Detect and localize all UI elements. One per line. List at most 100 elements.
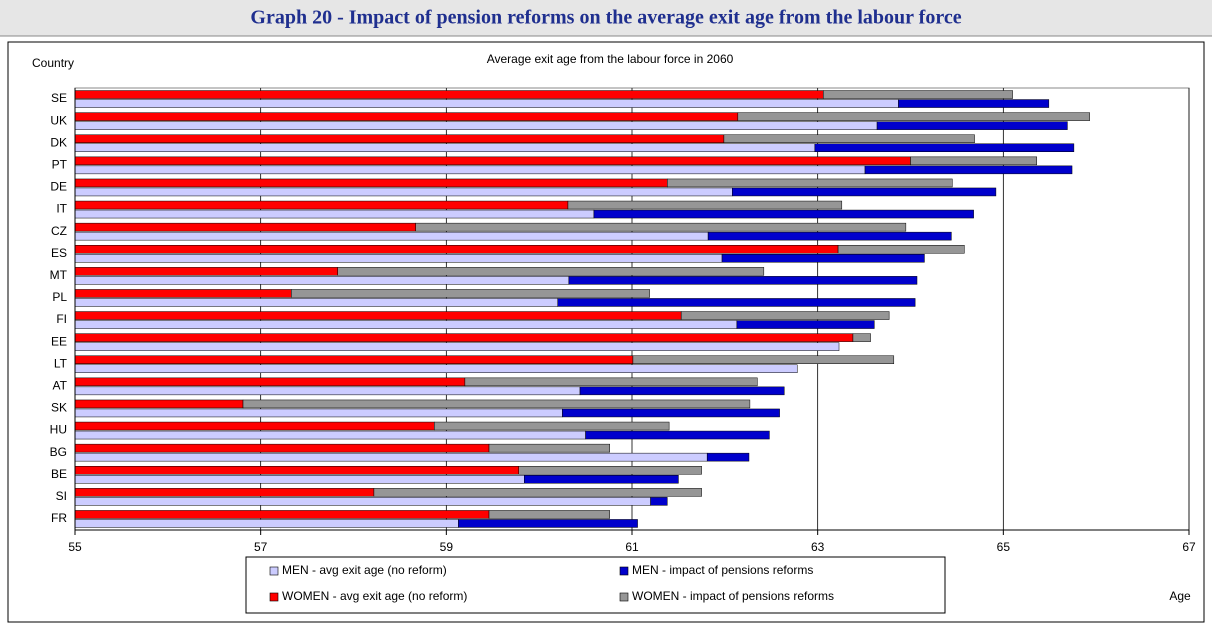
x-tick-label: 57 <box>254 540 268 554</box>
chart-frame <box>7 41 1205 623</box>
bar-segment <box>910 156 1038 166</box>
bar-segment <box>74 209 595 219</box>
y-tick-label: IT <box>56 202 67 216</box>
bar-segment <box>814 143 1075 152</box>
bar-segment <box>524 475 679 484</box>
bar-segment <box>74 276 570 285</box>
bar-segment <box>74 200 569 210</box>
bar-segment <box>74 342 840 351</box>
bar-segment <box>707 231 952 241</box>
bar-segment <box>337 267 765 276</box>
y-tick-label: PT <box>52 158 68 172</box>
y-tick-label: BE <box>51 467 67 481</box>
bar-segment <box>680 311 890 320</box>
bar-segment <box>74 289 292 298</box>
x-tick-label: 63 <box>811 540 825 554</box>
y-tick-label: SE <box>51 91 67 105</box>
bar-segment <box>74 364 798 373</box>
y-tick-label: AT <box>53 379 68 393</box>
bar-segment <box>864 165 1073 175</box>
y-tick-label: FI <box>56 312 67 326</box>
legend-label: WOMEN - impact of pensions reforms <box>632 589 834 603</box>
bar-segment <box>822 90 1013 99</box>
y-tick-label: EE <box>51 334 67 348</box>
bar-segment <box>74 386 581 396</box>
legend-swatch <box>269 566 279 576</box>
legend-swatch <box>269 592 279 602</box>
bar-segment <box>557 298 916 307</box>
bar-segment <box>732 187 997 197</box>
y-tick-label: DE <box>50 180 67 194</box>
bar-segment <box>74 443 490 453</box>
legend-label: MEN - avg exit age (no reform) <box>282 563 447 577</box>
x-tick-label: 59 <box>440 540 454 554</box>
legend-swatch <box>619 592 629 602</box>
bar-segment <box>518 466 702 475</box>
bar-segment <box>74 311 682 320</box>
y-tick-label: CZ <box>51 224 67 238</box>
y-tick-label: SK <box>51 401 67 415</box>
bar-segment <box>74 452 708 462</box>
y-tick-label: MT <box>50 268 68 282</box>
y-tick-label: DK <box>50 135 67 149</box>
y-tick-label: LT <box>54 356 68 370</box>
y-tick-label: FR <box>51 511 67 525</box>
bar-segment <box>74 475 525 484</box>
bar-segment <box>74 165 866 175</box>
x-axis-label: Age <box>1169 589 1191 603</box>
bar-segment <box>74 143 816 152</box>
bar-segment <box>74 267 338 276</box>
bar-segment <box>74 497 651 506</box>
bar-segment <box>74 222 416 232</box>
bar-segment <box>458 519 638 528</box>
bar-segment <box>632 355 895 364</box>
bar-segment <box>667 178 953 188</box>
y-tick-label: BG <box>50 445 67 459</box>
legend-label: MEN - impact of pensions reforms <box>632 563 813 577</box>
bar-segment <box>291 289 650 298</box>
bar-segment <box>242 399 751 409</box>
y-tick-label: HU <box>50 423 67 437</box>
bar-segment <box>464 377 758 387</box>
bar-segment <box>488 443 610 453</box>
bar-segment <box>567 200 843 210</box>
x-tick-label: 65 <box>997 540 1011 554</box>
bar-segment <box>74 90 824 99</box>
bar-segment <box>74 377 466 387</box>
bar-segment <box>74 488 375 497</box>
bar-segment <box>74 187 733 197</box>
bar-segment <box>74 231 709 241</box>
bar-segment <box>579 386 785 396</box>
x-tick-label: 61 <box>625 540 639 554</box>
bar-segment <box>74 320 738 329</box>
bar-segment <box>650 497 668 506</box>
bar-segment <box>74 510 490 519</box>
bar-segment <box>74 399 244 409</box>
legend-swatch <box>619 566 629 576</box>
bar-segment <box>721 254 925 263</box>
bar-segment <box>74 178 668 188</box>
bar-segment <box>74 254 723 263</box>
bar-segment <box>74 245 839 254</box>
bar-segment <box>74 134 725 143</box>
bar-segment <box>373 488 702 497</box>
bar-segment <box>723 134 975 143</box>
bar-segment <box>593 209 974 219</box>
bar-segment <box>837 245 965 254</box>
bar-segment <box>898 99 1050 108</box>
bar-segment <box>74 430 586 440</box>
bar-segment <box>736 320 875 329</box>
bar-segment <box>74 333 854 342</box>
x-tick-label: 67 <box>1182 540 1196 554</box>
bar-segment <box>585 430 770 440</box>
bar-segment <box>562 408 780 418</box>
bar-segment <box>74 112 739 121</box>
y-tick-label: UK <box>50 113 67 127</box>
x-tick-label: 55 <box>68 540 82 554</box>
bar-segment <box>737 112 1090 121</box>
y-tick-label: PL <box>52 290 67 304</box>
y-tick-label: SI <box>56 489 67 503</box>
bar-segment <box>74 121 878 130</box>
bar-segment <box>74 99 899 108</box>
